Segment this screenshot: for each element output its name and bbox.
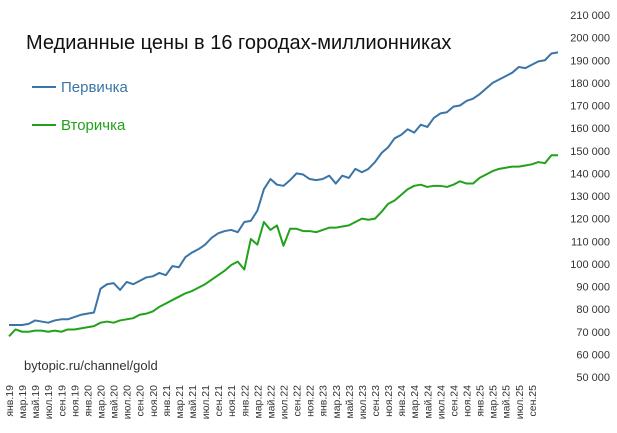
y-tick-label: 90 000 — [576, 282, 610, 294]
y-tick-label: 70 000 — [576, 327, 610, 339]
plot-area — [8, 51, 559, 337]
x-tick-label: май.19 — [30, 385, 42, 419]
y-tick-label: 130 000 — [570, 191, 610, 203]
x-tick-label: мар.19 — [17, 385, 29, 419]
y-tick-label: 170 000 — [570, 101, 610, 113]
x-axis: янв.19 мар.19 май.19 июл.19 сен.19 ноя.19 янв.… — [4, 385, 539, 419]
x-tick-label: май.25 — [501, 385, 513, 419]
x-tick-label: июл.22 — [279, 385, 291, 419]
y-tick-label: 140 000 — [570, 168, 610, 180]
y-tick-label: 100 000 — [570, 259, 610, 271]
series-line-pervichka — [9, 51, 559, 326]
x-tick-label: май.24 — [422, 385, 434, 419]
x-tick-label: янв.25 — [475, 385, 487, 417]
y-tick-label: 120 000 — [570, 214, 610, 226]
x-tick-label: мар.22 — [252, 385, 264, 419]
x-tick-label: янв.20 — [82, 385, 94, 417]
x-tick-label: ноя.24 — [462, 385, 474, 417]
x-tick-label: сен.25 — [527, 385, 539, 417]
x-tick-label: янв.19 — [4, 385, 16, 417]
x-tick-label: сен.21 — [213, 385, 225, 417]
x-tick-label: янв.24 — [396, 385, 408, 417]
x-tick-label: ноя.22 — [305, 385, 317, 417]
y-tick-label: 200 000 — [570, 33, 610, 45]
x-tick-label: мар.23 — [331, 385, 343, 419]
legend-label-vtorichka: Вторичка — [61, 117, 126, 134]
y-tick-label: 180 000 — [570, 78, 610, 90]
x-tick-label: ноя.20 — [148, 385, 160, 417]
x-tick-label: ноя.19 — [69, 385, 81, 417]
x-tick-label: июл.21 — [200, 385, 212, 419]
y-tick-label: 190 000 — [570, 55, 610, 67]
x-tick-label: янв.23 — [318, 385, 330, 417]
x-tick-label: июл.20 — [122, 385, 134, 419]
x-tick-label: май.23 — [344, 385, 356, 419]
x-tick-label: май.20 — [109, 385, 121, 419]
x-tick-label: ноя.21 — [226, 385, 238, 417]
x-tick-label: мар.25 — [488, 385, 500, 419]
legend-label-pervichka: Первичка — [61, 79, 129, 96]
y-tick-label: 110 000 — [571, 236, 610, 248]
y-tick-label: 210 000 — [570, 10, 610, 22]
x-tick-label: сен.23 — [370, 385, 382, 417]
legend: Первичка Вторичка — [32, 79, 129, 134]
x-tick-label: сен.19 — [56, 385, 68, 417]
x-tick-label: июл.25 — [514, 385, 526, 419]
y-tick-label: 150 000 — [570, 146, 610, 158]
x-tick-label: ноя.23 — [383, 385, 395, 417]
x-tick-label: июл.23 — [357, 385, 369, 419]
x-tick-label: май.22 — [265, 385, 277, 419]
y-tick-label: 160 000 — [570, 123, 610, 135]
y-tick-label: 50 000 — [576, 372, 610, 384]
x-tick-label: июл.19 — [43, 385, 55, 419]
y-tick-label: 80 000 — [576, 304, 610, 316]
x-tick-label: май.21 — [187, 385, 199, 419]
y-tick-label: 60 000 — [576, 349, 610, 361]
series-line-vtorichka — [8, 154, 558, 337]
x-tick-label: сен.24 — [448, 385, 460, 417]
x-tick-label: сен.20 — [135, 385, 147, 417]
x-tick-label: мар.24 — [409, 385, 421, 419]
x-tick-label: мар.21 — [174, 385, 186, 419]
chart-title: Медианные цены в 16 городах-миллионниках — [26, 32, 451, 54]
x-tick-label: июл.24 — [435, 385, 447, 419]
x-tick-label: янв.22 — [239, 385, 251, 417]
y-axis: 50 000 60 000 70 000 80 000 90 000 100 000 110… — [570, 10, 610, 384]
source-label: bytopic.ru/channel/gold — [24, 358, 158, 373]
x-tick-label: мар.20 — [96, 385, 108, 419]
x-tick-label: янв.21 — [161, 385, 173, 417]
x-tick-label: сен.22 — [292, 385, 304, 417]
